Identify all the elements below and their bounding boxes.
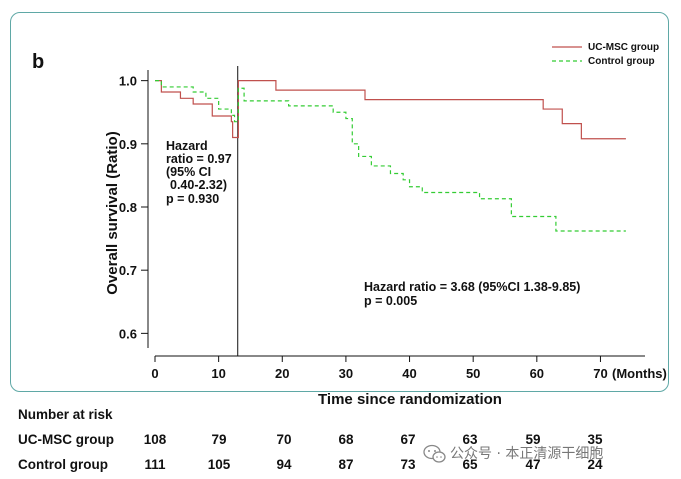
right-annotation: Hazard ratio = 3.68 (95%CI 1.38-9.85) p …: [364, 280, 580, 308]
risk-cell: 65: [462, 457, 478, 472]
risk-table-title: Number at risk: [18, 407, 113, 422]
risk-cell: 105: [208, 457, 231, 472]
left-annot-line-3: (95% CI: [166, 165, 211, 179]
y-tick-label: 0.7: [119, 263, 137, 278]
x-tick-label: 40: [402, 366, 416, 381]
wechat-icon: [423, 444, 446, 463]
y-tick-label: 0.9: [119, 137, 137, 152]
x-axis-ticks: 0 10 20 30 40 50 60 70: [151, 356, 608, 381]
legend-label-uc-msc: UC-MSC group: [588, 42, 659, 53]
left-annot-line-1: Hazard: [166, 139, 208, 153]
x-tick-label: 50: [466, 366, 480, 381]
risk-cell: 24: [587, 457, 603, 472]
series-line-uc-msc: [155, 80, 626, 140]
y-axis-ticks: 0.6 0.7 0.8 0.9 1.0: [119, 74, 148, 341]
figure-frame: [10, 12, 669, 392]
right-annot-line-2: p = 0.005: [364, 294, 417, 308]
x-tick-label: 0: [151, 366, 158, 381]
risk-row-label-uc-msc: UC-MSC group: [18, 432, 114, 447]
x-tick-label: 10: [211, 366, 225, 381]
risk-table-values: 108 79 70 68 67 63 59 35 111 105 94 87 73 65 47 24: [144, 432, 603, 472]
risk-cell: 47: [525, 457, 540, 472]
x-tick-label: 60: [530, 366, 544, 381]
left-annot-line-2: ratio = 0.97: [166, 152, 232, 166]
x-unit-label: (Months): [612, 366, 667, 381]
left-annotation: Hazard ratio = 0.97 (95% CI 0.40-2.32) p…: [166, 139, 232, 206]
x-tick-label: 20: [275, 366, 289, 381]
risk-cell: 59: [525, 432, 540, 447]
risk-cell: 63: [462, 432, 478, 447]
risk-cell: 35: [587, 432, 603, 447]
risk-cell: 67: [400, 432, 415, 447]
watermark-text: 公众号 · 本正清源干细胞: [450, 446, 603, 462]
series-line-control: [155, 80, 626, 232]
risk-cell: 68: [338, 432, 354, 447]
y-tick-label: 0.8: [119, 200, 137, 215]
risk-cell: 94: [276, 457, 292, 472]
x-tick-label: 30: [339, 366, 353, 381]
risk-row-label-control: Control group: [18, 457, 108, 472]
risk-cell: 108: [144, 432, 167, 447]
risk-cell: 70: [276, 432, 291, 447]
legend-label-control: Control group: [588, 56, 655, 67]
left-annot-line-4: 0.40-2.32): [170, 178, 227, 192]
panel-label: b: [32, 51, 44, 73]
right-annot-line-1: Hazard ratio = 3.68 (95%CI 1.38-9.85): [364, 280, 580, 294]
watermark: 公众号 · 本正清源干细胞: [423, 444, 603, 463]
left-annot-line-5: p = 0.930: [166, 192, 219, 206]
risk-cell: 87: [338, 457, 353, 472]
y-tick-label: 0.6: [119, 326, 137, 341]
risk-cell: 79: [211, 432, 226, 447]
y-axis-title: Overall survival (Ratio): [104, 131, 121, 294]
risk-cell: 111: [144, 457, 166, 472]
x-tick-label: 70: [593, 366, 607, 381]
risk-table: Number at risk UC-MSC group Control grou…: [18, 407, 603, 472]
risk-cell: 73: [400, 457, 416, 472]
series-layer: [155, 80, 626, 232]
y-tick-label: 1.0: [119, 74, 137, 89]
x-axis-title: Time since randomization: [318, 391, 502, 408]
legend: UC-MSC group Control group: [552, 42, 659, 67]
